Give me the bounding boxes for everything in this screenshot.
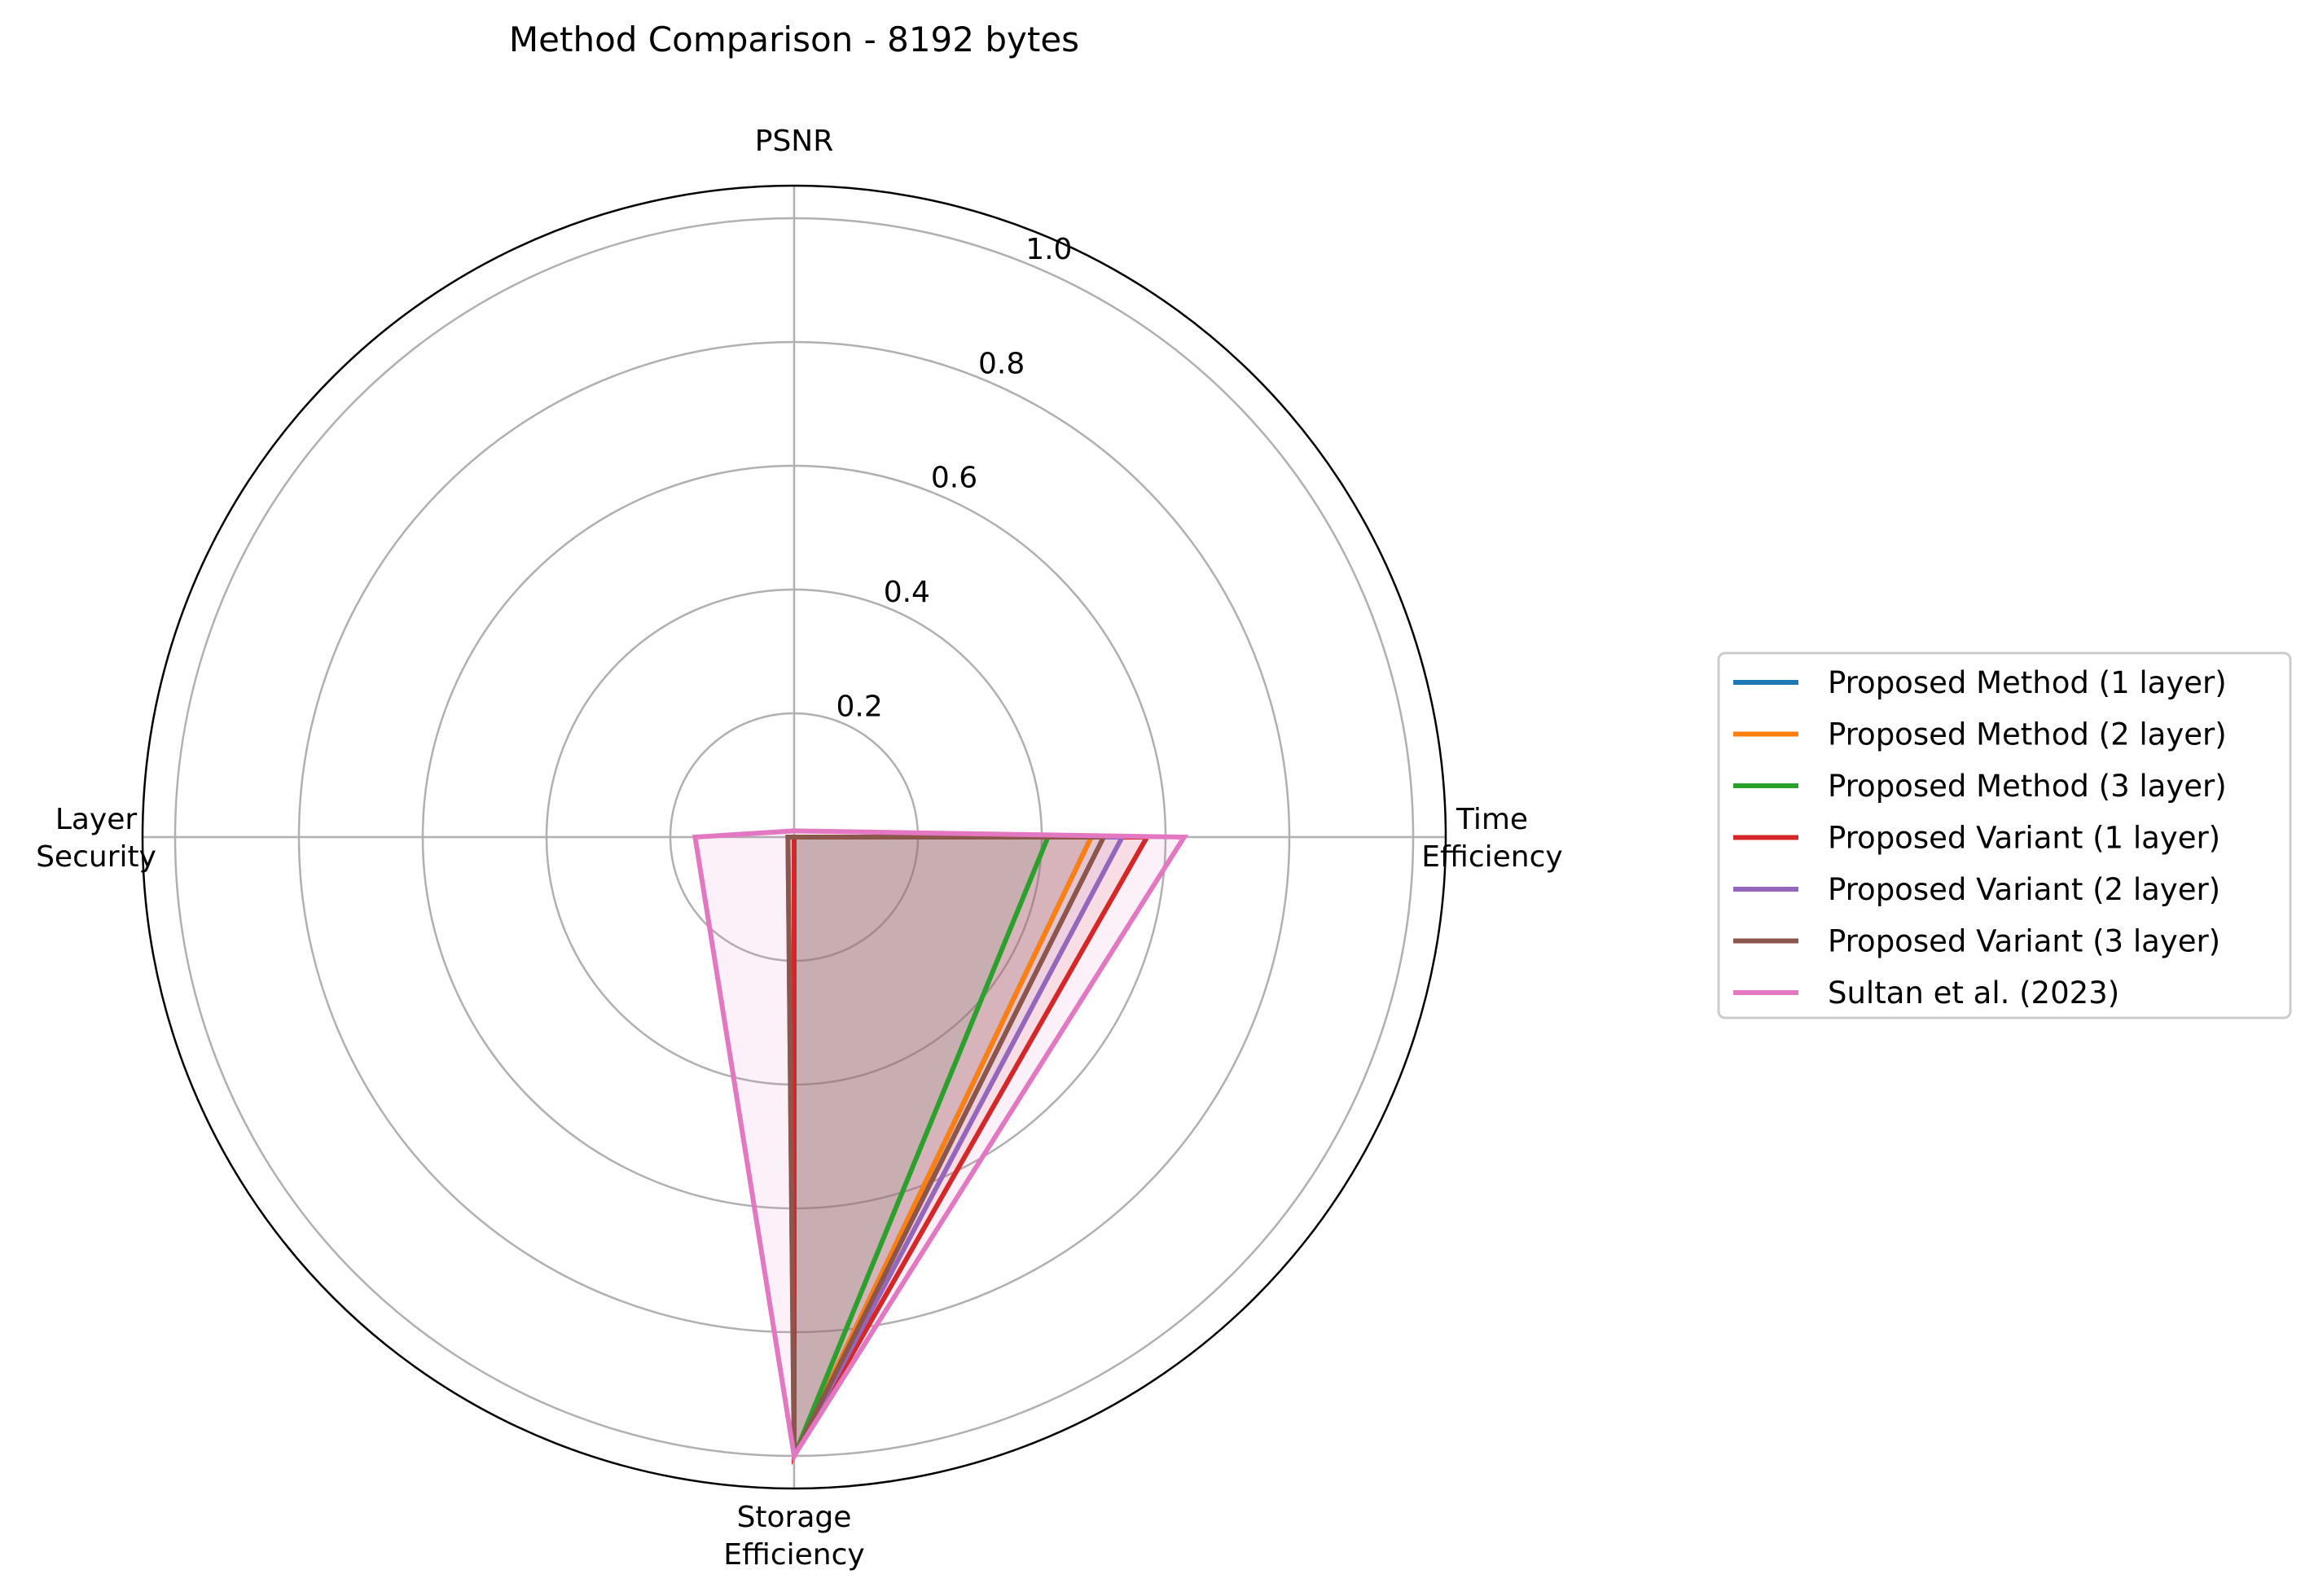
outer-frame-circle [141,184,1447,1490]
axis-labels: PSNR Time Efficiency Storage Efficiency Layer… [36,125,1563,1572]
legend-label-5: Proposed Variant (2 layer) [1828,872,2220,907]
legend: Proposed Method (1 layer) Proposed Method… [1717,651,2292,1019]
radial-tick-label: 0.2 [836,691,883,724]
radial-tick-label: 0.6 [931,462,977,495]
legend-label-7: Sultan et al. (2023) [1828,976,2119,1011]
legend-label-3: Proposed Method (3 layer) [1828,769,2227,804]
radial-tick-label: 0.4 [884,576,930,609]
axis-label-1: PSNR [755,125,834,158]
legend-label-4: Proposed Variant (1 layer) [1828,821,2220,856]
axis-label-3: Storage Efficiency [723,1501,864,1572]
series-layer [692,828,1189,1466]
radial-tick-label: 1.0 [1025,233,1072,266]
axis-label-4: Layer Security [36,803,156,874]
radial-tick-labels: 0.2 0.4 0.6 0.8 1.0 [836,233,1073,724]
chart-title: Method Comparison - 8192 bytes [509,20,1079,59]
legend-label-2: Proposed Method (2 layer) [1828,717,2227,752]
axis-label-2: Time Efficiency [1421,803,1562,874]
legend-label-6: Proposed Variant (3 layer) [1828,924,2220,959]
legend-items: Proposed Method (1 layer) Proposed Method… [1733,665,2227,1011]
radial-tick-label: 0.8 [978,347,1025,380]
legend-label-1: Proposed Method (1 layer) [1828,665,2227,700]
series-area-7 [695,831,1184,1456]
series-line-7 [692,828,1189,1463]
legend-frame [1717,651,2292,1019]
